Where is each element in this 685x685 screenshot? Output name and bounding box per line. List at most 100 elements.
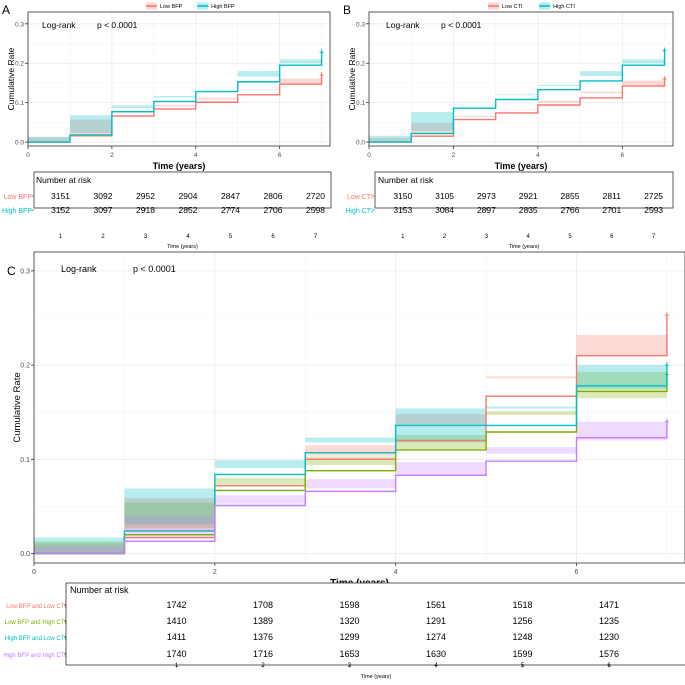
y-axis-title: Cumulative Rate: [6, 47, 16, 110]
panel-letter: A: [2, 3, 10, 17]
risk-table-value: 1599: [512, 649, 532, 659]
x-tick-label: 2: [213, 569, 217, 576]
risk-table-x-tick-label: 7: [314, 234, 318, 240]
x-tick-label: 4: [394, 569, 398, 576]
x-tick-label: 0: [367, 152, 371, 159]
risk-table-value: 1410: [166, 616, 186, 626]
risk-table-value: 3150: [393, 191, 412, 201]
risk-table-border: [33, 171, 332, 209]
risk-table-value: 1320: [339, 616, 359, 626]
risk-table-title: Number at risk: [70, 585, 129, 595]
series-line: [34, 421, 668, 555]
risk-table-value: 2847: [221, 191, 240, 201]
risk-table-x-title: Time (years): [509, 244, 540, 250]
legend-item: High BFP: [197, 2, 235, 10]
ci-band: [369, 51, 665, 143]
risk-table-value: 2973: [477, 191, 496, 201]
risk-table-x-tick-label: 6: [607, 663, 611, 669]
panel-c: C Low BFP and Low CTI Low BFP and High CTI…: [3, 251, 685, 680]
risk-table-x-title: Time (years): [361, 674, 392, 680]
y-tick-label: 0.2: [15, 61, 24, 68]
p-value-label: p < 0.0001: [441, 20, 482, 30]
risk-table-x-tick-label: 6: [271, 234, 275, 240]
plot-border: [27, 11, 331, 147]
p-value-label: p < 0.0001: [97, 20, 138, 30]
plot-border: [368, 11, 674, 147]
legend-label: High CTI: [553, 4, 575, 10]
risk-table-border: [374, 171, 674, 209]
risk-table-value: 3151: [51, 191, 70, 201]
x-axis-title: Time (years): [153, 161, 206, 171]
p-value-label: p < 0.0001: [133, 264, 176, 274]
risk-table-row-label: High CTI: [345, 208, 373, 215]
x-tick-label: 6: [278, 152, 282, 159]
risk-table-row-label: Low CTI: [347, 194, 373, 201]
risk-table-value: 1411: [167, 632, 186, 642]
risk-table-x-tick-label: 1: [59, 234, 63, 240]
risk-table-row-label: Low BFP and High CTI: [5, 620, 67, 626]
risk-table-row-label: High BFP and Low CTI: [5, 636, 67, 642]
risk-table-value: 2806: [264, 191, 283, 201]
panel-a: A Low BFP High BFP 0 2 4 6 0.0 0.1 0.2 0.3 Time (ye…: [2, 2, 332, 250]
risk-table-value: 1742: [166, 600, 186, 610]
risk-table-value: 3092: [94, 191, 113, 201]
risk-table-x-tick-label: 5: [521, 663, 525, 669]
plot-border: [33, 251, 685, 564]
legend-label: High BFP: [211, 4, 235, 10]
x-tick-label: 6: [621, 152, 625, 159]
x-tick-label: 0: [26, 152, 30, 159]
legend-item: Low BFP: [146, 2, 183, 10]
risk-table-row-label: Low BFP and Low CTI: [6, 604, 66, 610]
risk-table-value: 1630: [426, 649, 446, 659]
risk-table-value: 2725: [644, 191, 663, 201]
y-tick-label: 0.2: [20, 363, 30, 370]
y-axis-title: Cumulative Rate: [12, 372, 23, 442]
panel-letter: B: [343, 3, 351, 17]
y-tick-label: 0.1: [15, 100, 24, 107]
legend-item: High CTI: [539, 2, 575, 10]
risk-table-value: 1598: [339, 600, 359, 610]
risk-table-x-tick-label: 7: [652, 234, 656, 240]
y-tick-label: 0.0: [20, 551, 30, 558]
risk-table-value: 2720: [306, 191, 325, 201]
risk-table-row-label: High BFP: [2, 208, 32, 215]
risk-table-x-tick-label: 2: [101, 234, 105, 240]
risk-table-value: 1389: [253, 616, 273, 626]
risk-table-value: 2904: [179, 191, 198, 201]
x-tick-label: 2: [110, 152, 114, 159]
risk-table-x-tick-label: 5: [229, 234, 233, 240]
risk-table-x-tick-label: 3: [348, 663, 352, 669]
logrank-label: Log-rank: [386, 20, 420, 30]
risk-table-value: 1291: [426, 616, 446, 626]
risk-table-value: 1518: [512, 600, 532, 610]
x-tick-label: 4: [194, 152, 198, 159]
ci-band: [28, 53, 322, 143]
y-axis-title: Cumulative Rate: [347, 47, 357, 110]
series-line: [28, 52, 323, 143]
risk-table-x-tick-label: 5: [568, 234, 572, 240]
risk-table-border: [65, 582, 685, 666]
y-tick-label: 0.0: [356, 140, 365, 147]
risk-table-x-tick-label: 4: [434, 663, 438, 669]
y-tick-label: 0.3: [15, 21, 24, 28]
ci-band: [34, 416, 667, 554]
x-tick-label: 0: [32, 569, 36, 576]
legend-item: Low CTI: [488, 2, 523, 10]
logrank-label: Log-rank: [61, 264, 97, 274]
risk-table-value: 3105: [435, 191, 454, 201]
risk-table-x-tick-label: 1: [401, 234, 405, 240]
panel-letter: C: [7, 264, 16, 278]
x-tick-label: 2: [452, 152, 456, 159]
risk-table-value: 1274: [426, 632, 446, 642]
ci-band: [34, 360, 667, 554]
risk-table-row-label: High BFP and High CTI: [3, 653, 66, 659]
risk-table-x-title: Time (years): [167, 244, 198, 250]
risk-table-x-tick-label: 2: [443, 234, 447, 240]
risk-table-value: 1235: [599, 616, 619, 626]
risk-table-value: 1576: [599, 649, 619, 659]
y-tick-label: 0.3: [356, 21, 365, 28]
y-tick-label: 0.3: [20, 268, 30, 275]
risk-table-value: 2952: [136, 191, 155, 201]
risk-table-value: 1716: [253, 649, 273, 659]
